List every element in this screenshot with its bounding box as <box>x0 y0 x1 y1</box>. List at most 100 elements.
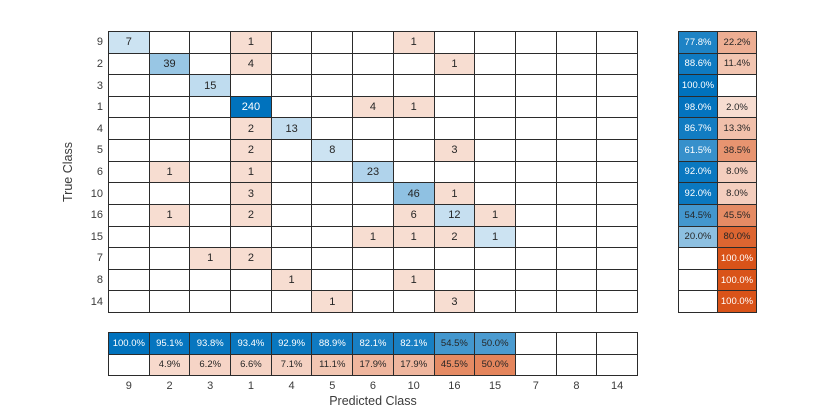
matrix-cell <box>556 140 597 161</box>
matrix-cell <box>312 183 353 204</box>
matrix-cell <box>271 32 312 53</box>
matrix-cell <box>271 53 312 75</box>
matrix-cell <box>271 248 312 269</box>
row-summary-incorrect-cell: 45.5% <box>718 204 756 226</box>
matrix-cell: 4 <box>353 96 393 118</box>
matrix-cell <box>271 75 312 96</box>
x-tick-label: 8 <box>573 379 580 392</box>
matrix-cell <box>149 269 190 291</box>
matrix-cell <box>434 269 475 291</box>
col-summary-correct-cell: 82.1% <box>353 333 393 354</box>
matrix-cell: 6 <box>393 204 434 226</box>
matrix-cell <box>231 291 271 312</box>
matrix-cell <box>434 118 475 140</box>
y-tick-label: 15 <box>90 230 103 243</box>
matrix-cell <box>109 226 149 248</box>
matrix-cell: 1 <box>393 96 434 118</box>
matrix-cell <box>149 140 190 161</box>
matrix-cell <box>475 269 515 291</box>
matrix-cell <box>190 118 231 140</box>
x-axis-title: Predicted Class <box>329 394 417 408</box>
matrix-cell <box>353 140 393 161</box>
row-summary-incorrect-cell: 100.0% <box>718 269 756 291</box>
x-tick-label: 2 <box>166 379 173 392</box>
y-tick-label: 6 <box>96 165 103 178</box>
col-summary-correct-cell: 92.9% <box>271 333 312 354</box>
matrix-cell <box>515 32 556 53</box>
matrix-cell: 2 <box>231 118 271 140</box>
matrix-cell: 12 <box>434 204 475 226</box>
matrix-cell: 2 <box>434 226 475 248</box>
y-tick-label: 8 <box>96 274 103 287</box>
matrix-cell <box>109 118 149 140</box>
matrix-cell <box>434 248 475 269</box>
col-summary-correct-cell: 50.0% <box>475 333 515 354</box>
matrix-cell <box>149 75 190 96</box>
matrix-cell <box>231 75 271 96</box>
matrix-cell <box>434 96 475 118</box>
matrix-cell <box>597 204 637 226</box>
matrix-cell <box>190 96 231 118</box>
matrix-cell <box>597 248 637 269</box>
matrix-cell: 2 <box>231 204 271 226</box>
column-summary-grid: 100.0% 95.1% 93.8% 93.4% 92.9% 88.9% 82.1% 82.1… <box>108 332 638 376</box>
matrix-cell: 8 <box>312 140 353 161</box>
matrix-cell <box>109 75 149 96</box>
row-summary-correct-cell <box>679 269 717 291</box>
y-tick-label: 3 <box>96 79 103 92</box>
matrix-cell <box>556 204 597 226</box>
matrix-cell: 1 <box>353 226 393 248</box>
matrix-cell <box>149 248 190 269</box>
x-tick-label: 3 <box>207 379 214 392</box>
matrix-cell <box>190 53 231 75</box>
matrix-cell <box>556 53 597 75</box>
matrix-cell <box>312 75 353 96</box>
matrix-cell: 46 <box>393 183 434 204</box>
col-summary-correct-cell: 93.8% <box>190 333 231 354</box>
row-summary-correct-cell: 54.5% <box>679 204 717 226</box>
matrix-cell: 1 <box>231 161 271 183</box>
matrix-cell: 15 <box>190 75 231 96</box>
matrix-cell <box>515 75 556 96</box>
matrix-cell <box>393 291 434 312</box>
matrix-cell <box>149 291 190 312</box>
matrix-cell <box>109 161 149 183</box>
matrix-cell <box>190 226 231 248</box>
matrix-cell <box>556 248 597 269</box>
matrix-cell <box>515 204 556 226</box>
row-summary-incorrect-cell: 38.5% <box>718 140 756 161</box>
matrix-cell: 23 <box>353 161 393 183</box>
matrix-cell <box>271 96 312 118</box>
matrix-cell: 1 <box>434 53 475 75</box>
col-summary-correct-cell <box>556 333 597 354</box>
matrix-cell <box>556 269 597 291</box>
matrix-cell <box>353 118 393 140</box>
matrix-cell <box>149 226 190 248</box>
matrix-cell <box>271 140 312 161</box>
matrix-cell <box>597 96 637 118</box>
matrix-cell <box>393 75 434 96</box>
matrix-cell <box>475 183 515 204</box>
y-tick-label: 10 <box>90 187 103 200</box>
matrix-cell: 1 <box>231 32 271 53</box>
matrix-cell <box>597 291 637 312</box>
matrix-cell <box>475 118 515 140</box>
matrix-cell: 7 <box>109 32 149 53</box>
col-summary-incorrect-cell: 17.9% <box>353 354 393 375</box>
matrix-cell <box>109 248 149 269</box>
matrix-cell <box>515 291 556 312</box>
col-summary-incorrect-cell: 11.1% <box>312 354 353 375</box>
matrix-cell <box>109 204 149 226</box>
row-summary-incorrect-cell: 11.4% <box>718 53 756 75</box>
row-summary-correct-cell: 88.6% <box>679 53 717 75</box>
matrix-cell <box>434 32 475 53</box>
matrix-cell <box>597 269 637 291</box>
matrix-cell <box>190 291 231 312</box>
matrix-cell <box>393 248 434 269</box>
matrix-cell <box>312 226 353 248</box>
matrix-cell <box>353 291 393 312</box>
matrix-cell <box>515 161 556 183</box>
y-tick-label: 4 <box>96 122 103 135</box>
x-tick-label: 1 <box>247 379 254 392</box>
col-summary-incorrect-cell: 45.5% <box>434 354 475 375</box>
